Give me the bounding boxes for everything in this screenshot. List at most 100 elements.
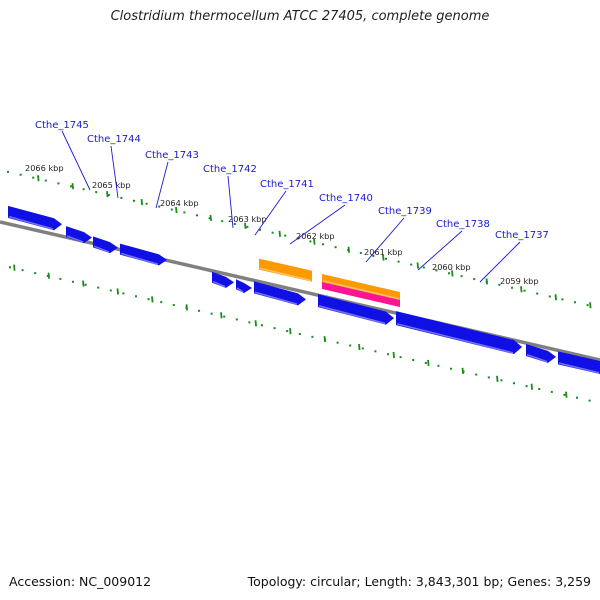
gene-label: Cthe_1742 (203, 164, 257, 175)
tick-dot (172, 303, 175, 306)
cds-11 (558, 351, 600, 374)
tick-dot (574, 301, 576, 304)
tick-mark (209, 214, 212, 222)
tick-dot (473, 278, 476, 281)
tick-dot (233, 223, 236, 226)
tick-dot (349, 344, 352, 347)
tick-dot (475, 373, 478, 376)
gene-label: Cthe_1738 (436, 219, 490, 230)
tick-dot (271, 231, 274, 234)
gene-leader-line (155, 161, 169, 209)
tick-mark (151, 296, 154, 303)
tick-dot (97, 286, 100, 289)
tick-dot (82, 188, 85, 191)
tick-dot (511, 286, 513, 289)
tick-dot (500, 379, 503, 382)
tick-dot (311, 335, 314, 338)
tick-mark (496, 375, 499, 382)
tick-dot (109, 289, 112, 292)
kbp-label: 2066 kbp (25, 163, 64, 173)
gene-leader-line (289, 204, 346, 245)
tick-mark (565, 391, 568, 398)
kbp-label: 2060 kbp (432, 262, 471, 272)
tick-mark (451, 270, 454, 277)
tick-dot (435, 269, 438, 272)
tick-dot (309, 240, 312, 243)
tick-dot (221, 220, 224, 223)
tick-dot (372, 254, 375, 257)
cds-1-shade (8, 215, 54, 230)
tick-dot (158, 205, 161, 208)
cds-3-shade (93, 245, 110, 253)
tick-dot (513, 382, 515, 385)
tick-dot (160, 301, 163, 304)
tick-dot (235, 318, 238, 321)
tick-dot (336, 341, 339, 344)
tick-dot (450, 367, 452, 370)
tick-dot (487, 376, 490, 379)
tick-dot (120, 196, 123, 199)
cds-9 (396, 311, 522, 355)
tick-dot (576, 396, 578, 399)
tick-dot (397, 260, 400, 263)
tick-dot (422, 266, 425, 269)
kbp-label: 2064 kbp (160, 198, 199, 208)
tick-mark (244, 222, 247, 229)
tick-dot (387, 353, 389, 356)
gene-label: Cthe_1743 (145, 150, 199, 161)
tick-dot (563, 393, 566, 396)
cds-9-shade (396, 323, 514, 354)
tick-mark (47, 272, 50, 279)
tick-dot (550, 390, 553, 393)
tick-dot (410, 263, 413, 266)
gene-leader-line (479, 241, 521, 283)
tick-dot (286, 330, 289, 333)
cds-4-shade (120, 252, 159, 265)
tick-dot (412, 359, 415, 362)
tick-dot (208, 217, 211, 220)
tick-dot (34, 272, 37, 275)
tick-mark (71, 183, 74, 190)
tick-dot (19, 173, 22, 176)
gene-label: Cthe_1740 (319, 193, 373, 204)
tick-dot (59, 277, 62, 280)
kbp-label: 2062 kbp (296, 231, 335, 241)
tick-mark (392, 351, 395, 359)
tick-dot (84, 283, 87, 286)
gene-leader-line (61, 130, 91, 191)
tick-dot (437, 364, 440, 367)
gene-label: Cthe_1745 (35, 120, 89, 131)
tick-mark (347, 246, 350, 253)
accession-label: Accession: NC_009012 (9, 574, 152, 589)
tick-mark (220, 312, 223, 319)
gene-leader-line (110, 145, 119, 199)
cds-5-shade (212, 280, 226, 288)
tick-dot (334, 246, 337, 249)
tick-mark (140, 198, 143, 206)
tick-dot (460, 275, 463, 278)
tick-mark (382, 254, 385, 261)
gene-label: Cthe_1744 (87, 134, 141, 145)
feature-magenta-1-shade (322, 287, 400, 307)
tick-mark (82, 280, 85, 287)
map-title: Clostridium thermocellum ATCC 27405, com… (110, 9, 490, 24)
tick-dot (198, 309, 200, 312)
cds-10-shade (526, 354, 548, 363)
tick-dot (72, 280, 74, 283)
tick-dot (448, 272, 450, 275)
tick-dot (133, 199, 135, 202)
tick-dot (523, 289, 526, 292)
tick-mark (530, 383, 533, 390)
tick-dot (135, 295, 137, 298)
tick-mark (278, 230, 281, 237)
tick-mark (323, 336, 326, 343)
tick-dot (57, 182, 60, 185)
gene-leader-line (417, 230, 463, 271)
tick-dot (525, 385, 528, 388)
tick-mark (106, 191, 109, 198)
feature-orange-2-shade (322, 280, 400, 300)
tick-dot (498, 283, 501, 286)
gene-label: Cthe_1737 (495, 230, 549, 241)
cds-10 (526, 343, 556, 363)
gene-label: Cthe_1741 (260, 179, 314, 190)
